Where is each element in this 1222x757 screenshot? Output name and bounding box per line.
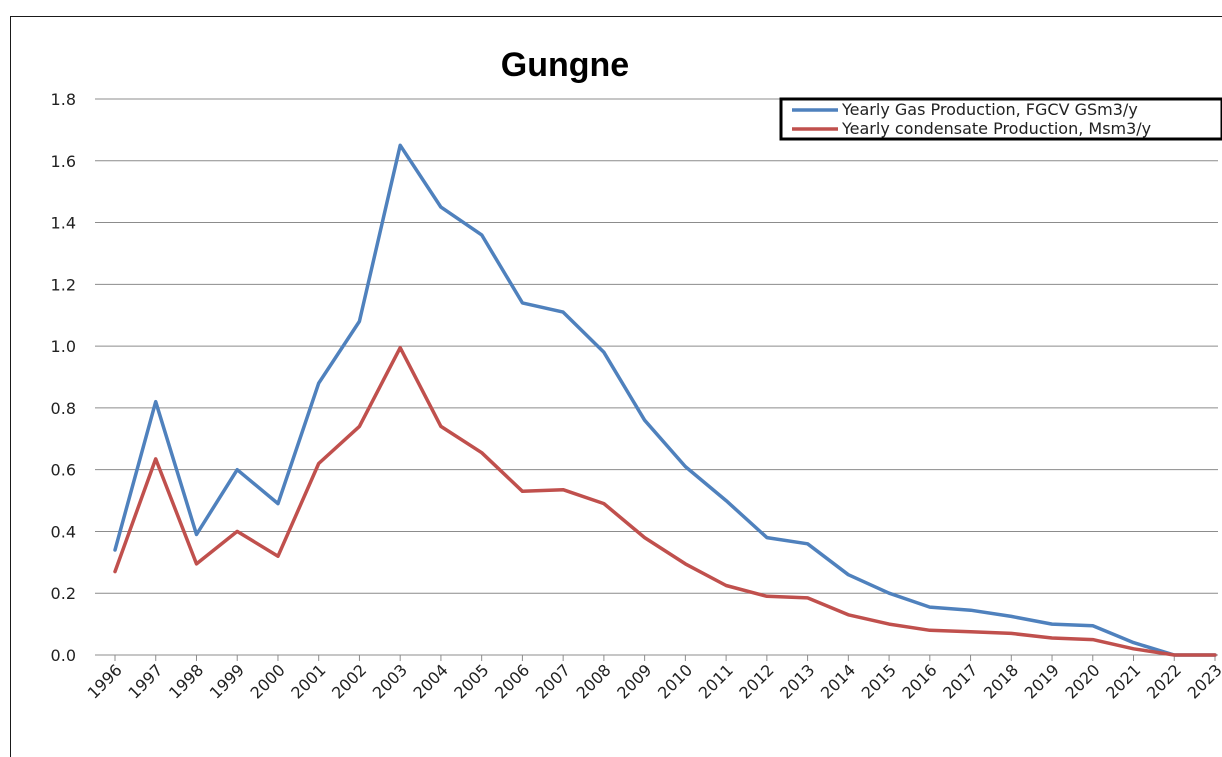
y-tick-label: 0.4 (51, 522, 76, 541)
y-tick-label: 1.0 (51, 337, 76, 356)
x-tick-label: 2001 (287, 660, 329, 702)
y-tick-label: 1.4 (51, 214, 76, 233)
x-tick-label: 2002 (328, 660, 370, 702)
x-tick-label: 2011 (695, 660, 737, 702)
legend-label: Yearly Gas Production, FGCV GSm3/y (841, 100, 1138, 119)
x-tick-label: 1998 (165, 660, 207, 702)
x-tick-label: 1997 (124, 660, 166, 702)
x-tick-label: 2020 (1061, 660, 1103, 702)
y-tick-label: 0.8 (51, 399, 76, 418)
x-tick-label: 2021 (1102, 660, 1144, 702)
y-tick-label: 0.2 (51, 584, 76, 603)
legend-label: Yearly condensate Production, Msm3/y (841, 119, 1151, 138)
x-tick-label: 2006 (491, 660, 533, 702)
chart-frame (10, 16, 1222, 757)
legend: Yearly Gas Production, FGCV GSm3/yYearly… (779, 97, 1222, 141)
y-tick-label: 1.6 (51, 152, 76, 171)
y-tick-label: 1.8 (51, 90, 76, 109)
x-tick-label: 1999 (206, 660, 248, 702)
y-tick-label: 1.2 (51, 275, 76, 294)
y-tick-label: 0.6 (51, 461, 76, 480)
x-tick-label: 2000 (247, 660, 289, 702)
chart-title: Gungne (501, 46, 629, 84)
x-tick-label: 2019 (1021, 660, 1063, 702)
x-tick-label: 2017 (939, 660, 981, 702)
gridlines (95, 98, 1218, 594)
x-tick-label: 2022 (1143, 660, 1185, 702)
legend-box (779, 97, 1222, 141)
x-tick-label: 2012 (735, 660, 777, 702)
x-tick-label: 2018 (980, 660, 1022, 702)
x-tick-label: 2005 (450, 660, 492, 702)
x-tick-label: 2008 (572, 660, 614, 702)
y-tick-label: 0.0 (51, 646, 76, 665)
x-tick-label: 1996 (84, 660, 126, 702)
x-tick-label: 2023 (1184, 660, 1222, 702)
x-tick-label: 2016 (898, 660, 940, 702)
x-tick-label: 2007 (532, 660, 574, 702)
x-tick-label: 2003 (369, 660, 411, 702)
series-lines (113, 143, 1217, 657)
x-tick-label: 2010 (654, 660, 696, 702)
x-tick-label: 2014 (817, 660, 859, 702)
x-tick-label: 2015 (858, 660, 900, 702)
axes: 0.00.20.40.60.81.01.21.41.61.81996199719… (51, 90, 1222, 703)
x-tick-label: 2009 (613, 660, 655, 702)
series-line-1 (113, 345, 1217, 657)
x-tick-label: 2004 (410, 660, 452, 702)
x-tick-label: 2013 (776, 660, 818, 702)
series-line-0 (113, 143, 1217, 657)
